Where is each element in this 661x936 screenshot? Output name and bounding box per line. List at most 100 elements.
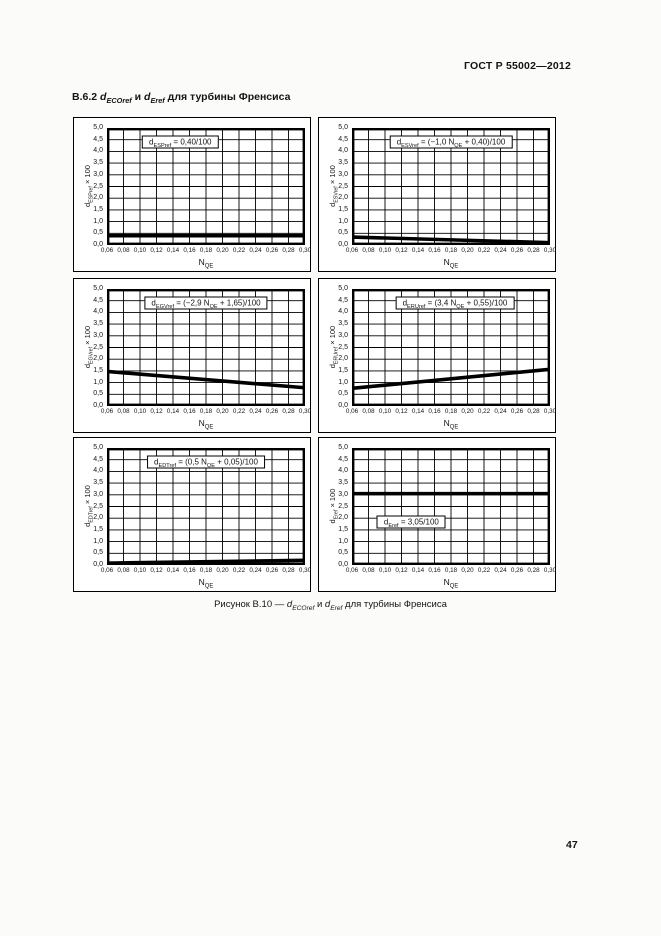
x-tick-label: 0,16 — [428, 567, 441, 574]
x-tick-label: 0,24 — [249, 408, 262, 415]
x-tick-label: 0,24 — [494, 408, 507, 415]
x-tick-label: 0,20 — [461, 408, 474, 415]
y-tick-label: 3,5 — [93, 159, 103, 167]
y-tick-label: 3,5 — [338, 320, 348, 328]
y-tick-label: 4,5 — [93, 296, 103, 304]
x-tick-label: 0,30 — [298, 408, 312, 415]
x-tick-label: 0,06 — [100, 247, 114, 254]
x-tick-label: 0,14 — [166, 247, 180, 254]
y-tick-label: 3,5 — [338, 479, 348, 487]
y-tick-label: 3,5 — [93, 320, 103, 328]
y-tick-label: 3,5 — [338, 159, 348, 167]
x-tick-label: 0,08 — [362, 247, 375, 254]
y-tick-label: 1,0 — [93, 217, 103, 225]
x-tick-label: 0,30 — [543, 408, 557, 415]
y-tick-label: 2,0 — [93, 514, 103, 522]
x-tick-label: 0,06 — [345, 408, 359, 415]
x-tick-label: 0,08 — [117, 247, 130, 254]
figure-number: Рисунок В.10 — — [214, 599, 287, 610]
y-tick-label: 3,0 — [93, 331, 103, 339]
x-tick-label: 0,12 — [150, 408, 163, 415]
x-axis-title: NQE — [443, 577, 459, 590]
x-tick-label: 0,20 — [461, 247, 474, 254]
x-axis-title: NQE — [198, 257, 214, 270]
formula-box: dEGVref = (−2,9 NQE + 1,65)/100 — [144, 296, 268, 310]
y-tick-label: 3,0 — [93, 490, 103, 498]
x-tick-label: 0,22 — [477, 567, 491, 574]
plot-area — [351, 447, 551, 570]
x-tick-label: 0,26 — [265, 408, 279, 415]
x-tick-label: 0,30 — [543, 247, 557, 254]
x-tick-label: 0,26 — [265, 247, 279, 254]
x-tick-label: 0,26 — [510, 247, 524, 254]
y-tick-label: 1,5 — [338, 205, 348, 213]
x-axis-title: NQE — [198, 577, 214, 590]
data-line — [106, 558, 306, 565]
y-tick-label: 3,0 — [338, 170, 348, 178]
standard-number: ГОСТ Р 55002—2012 — [463, 60, 571, 72]
y-tick-label: 2,0 — [338, 514, 348, 522]
y-tick-label: 5,0 — [93, 124, 103, 131]
x-tick-label: 0,10 — [133, 408, 147, 415]
y-tick-label: 0,0 — [93, 402, 103, 409]
y-tick-label: 0,0 — [338, 402, 348, 409]
x-tick-label: 0,08 — [117, 567, 130, 574]
x-tick-label: 0,26 — [265, 567, 279, 574]
chart-panel-espref: dESPref × 100 5,0 4,5 4,0 3,5 3,0 2,5 2,0 1,5 1,0… — [73, 117, 311, 272]
chart-panel-eref: dEref × 100 5,0 4,5 4,0 3,5 3,0 2,5 2,0 1,5 1,0 0,… — [318, 437, 556, 592]
y-tick-label: 1,5 — [338, 366, 348, 374]
y-tick-label: 4,0 — [93, 147, 103, 155]
y-tick-label: 2,0 — [338, 194, 348, 202]
x-tick-label: 0,26 — [510, 567, 524, 574]
x-tick-label: 0,08 — [362, 408, 375, 415]
x-axis-title: NQE — [198, 418, 214, 431]
y-tick-label: 0,5 — [338, 390, 348, 398]
x-tick-label: 0,10 — [378, 567, 392, 574]
x-tick-label: 0,06 — [345, 247, 359, 254]
y-tick-label: 2,0 — [93, 355, 103, 363]
y-tick-label: 2,5 — [338, 343, 348, 351]
y-tick-label: 4,0 — [93, 308, 103, 316]
y-tick-label: 2,5 — [93, 182, 103, 190]
x-tick-label: 0,16 — [428, 247, 441, 254]
data-line — [106, 369, 306, 390]
x-tick-label: 0,22 — [232, 247, 246, 254]
x-tick-label: 0,12 — [395, 247, 408, 254]
y-tick-label: 0,5 — [93, 549, 103, 557]
plot-grid — [351, 447, 551, 566]
section-number: В.6.2 — [72, 91, 101, 103]
y-tick-label: 0,5 — [338, 549, 348, 557]
y-tick-label: 3,5 — [93, 479, 103, 487]
y-tick-label: 2,5 — [338, 182, 348, 190]
plot-area — [351, 127, 551, 250]
y-tick-label: 1,5 — [338, 525, 348, 533]
x-tick-label: 0,28 — [527, 247, 540, 254]
x-tick-label: 0,16 — [183, 408, 196, 415]
y-tick-label: 3,0 — [338, 331, 348, 339]
x-tick-label: 0,14 — [411, 567, 425, 574]
figure-caption: Рисунок В.10 — dECOref и dEref для турби… — [214, 599, 447, 612]
x-tick-label: 0,12 — [395, 408, 408, 415]
x-tick-label: 0,22 — [477, 247, 491, 254]
formula-box: dESPref = 0,40/100 — [142, 135, 219, 149]
x-tick-label: 0,22 — [232, 567, 246, 574]
chart-panel-esvref: dESVref × 100 5,0 4,5 4,0 3,5 3,0 2,5 2,0 1,5 1,0… — [318, 117, 556, 272]
y-tick-label: 4,5 — [93, 135, 103, 143]
y-tick-label: 3,0 — [93, 170, 103, 178]
y-tick-label: 5,0 — [338, 124, 348, 131]
plot-grid — [106, 447, 306, 566]
y-tick-label: 2,5 — [93, 502, 103, 510]
y-tick-label: 4,0 — [338, 308, 348, 316]
x-tick-label: 0,24 — [494, 567, 507, 574]
y-tick-label: 1,0 — [338, 217, 348, 225]
x-axis-title: NQE — [443, 257, 459, 270]
x-tick-label: 0,14 — [166, 567, 180, 574]
y-tick-label: 2,5 — [93, 343, 103, 351]
x-tick-label: 0,24 — [249, 247, 262, 254]
x-axis-title: NQE — [443, 418, 459, 431]
x-tick-label: 0,08 — [362, 567, 375, 574]
x-tick-label: 0,28 — [282, 408, 295, 415]
x-tick-label: 0,18 — [199, 567, 213, 574]
x-tick-label: 0,06 — [100, 567, 114, 574]
